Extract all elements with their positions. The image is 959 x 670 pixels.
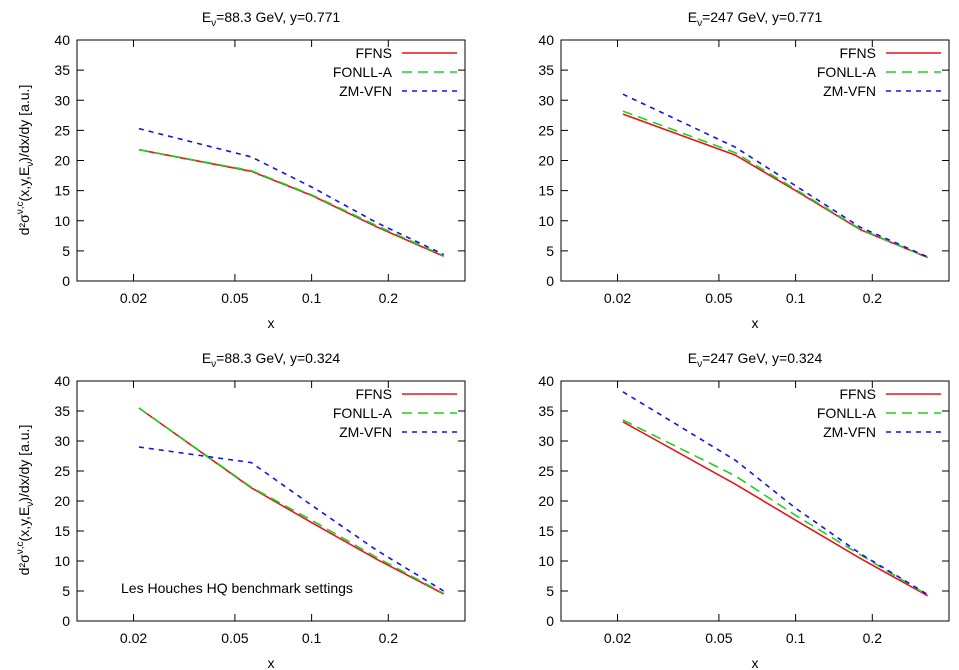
- chart-panel-2: Eν=247 GeV, y=0.771 0 5 10 15 20 25 30 35 40 0.02 0…: [538, 9, 950, 331]
- series-line-ffns: [138, 148, 445, 258]
- y-tick-label: 30: [538, 92, 554, 108]
- chart-panel-3: Eν=88.3 GeV, y=0.324 0 5 10 15 20 25 30 35 40 0.02…: [54, 350, 466, 670]
- x-tick-label: 0.02: [604, 630, 631, 646]
- y-tick-label: 35: [538, 62, 554, 78]
- chart-title: Eν=247 GeV, y=0.324: [688, 350, 823, 370]
- y-tick-label: 15: [538, 523, 554, 539]
- legend-label: FONLL-A: [333, 64, 393, 80]
- legend-label: FFNS: [355, 45, 392, 61]
- y-tick-label: 20: [538, 493, 554, 509]
- x-tick-label: 0.2: [863, 630, 883, 646]
- y-tick-label: 10: [538, 213, 554, 229]
- y-tick-label: 30: [538, 433, 554, 449]
- y-tick-label: 15: [538, 183, 554, 199]
- x-tick-label: 0.02: [120, 630, 147, 646]
- series-line-ffns: [138, 407, 445, 595]
- benchmark-annotation: Les Houches HQ benchmark settings: [121, 580, 353, 596]
- y-tick-label: 40: [54, 32, 70, 48]
- y-tick-label: 0: [62, 613, 70, 629]
- y-tick-label: 5: [546, 243, 554, 259]
- y-tick-label: 25: [538, 122, 554, 138]
- y-axis-label: d²σν,c(x,y,Eν)/dx/dy [a.u.]: [15, 425, 36, 576]
- y-tick-label: 0: [546, 613, 554, 629]
- series-line-fonll-a: [138, 407, 445, 595]
- y-tick-label: 20: [538, 153, 554, 169]
- y-tick-label: 0: [546, 273, 554, 289]
- series-line-fonll-a: [138, 148, 445, 257]
- chart-title: Eν=247 GeV, y=0.771: [688, 9, 823, 29]
- x-tick-label: 0.1: [786, 630, 806, 646]
- y-tick-label: 10: [54, 553, 70, 569]
- y-axis-label: d²σν,c(x,y,Eν)/dx/dy [a.u.]: [15, 85, 36, 236]
- legend-label: FONLL-A: [817, 405, 877, 421]
- y-tick-label: 25: [538, 463, 554, 479]
- y-tick-label: 0: [62, 273, 70, 289]
- y-tick-label: 30: [54, 433, 70, 449]
- x-tick-label: 0.2: [379, 630, 399, 646]
- y-tick-label: 40: [538, 373, 554, 389]
- series-line-zm-vfn: [622, 391, 929, 596]
- x-tick-label: 0.02: [604, 290, 631, 306]
- legend-label: FFNS: [839, 45, 876, 61]
- plot-frame: [560, 380, 950, 622]
- x-tick-label: 0.2: [863, 290, 883, 306]
- plot-frame: [560, 39, 950, 282]
- y-tick-label: 30: [54, 92, 70, 108]
- legend-label: FONLL-A: [333, 405, 393, 421]
- y-tick-label: 20: [54, 153, 70, 169]
- x-tick-label: 0.2: [379, 290, 399, 306]
- plot-frame: [76, 39, 466, 282]
- y-tick-label: 40: [54, 373, 70, 389]
- series-line-ffns: [622, 113, 929, 259]
- y-tick-label: 25: [54, 122, 70, 138]
- series-line-zm-vfn: [138, 127, 445, 256]
- y-tick-label: 10: [54, 213, 70, 229]
- x-axis-label: x: [752, 315, 759, 331]
- x-tick-label: 0.05: [221, 630, 248, 646]
- y-tick-label: 25: [54, 463, 70, 479]
- x-axis-label: x: [752, 655, 759, 670]
- chart-panel-4: Eν=247 GeV, y=0.324 0 5 10 15 20 25 30 35 40 0.02 0…: [538, 350, 950, 670]
- y-tick-label: 35: [538, 403, 554, 419]
- legend-label: ZM-VFN: [339, 83, 392, 99]
- y-tick-label: 35: [54, 403, 70, 419]
- y-tick-label: 5: [62, 583, 70, 599]
- x-tick-label: 0.1: [786, 290, 806, 306]
- y-tick-label: 20: [54, 493, 70, 509]
- x-tick-label: 0.1: [302, 290, 322, 306]
- series-line-fonll-a: [622, 419, 929, 596]
- legend-label: FONLL-A: [817, 64, 877, 80]
- y-tick-label: 35: [54, 62, 70, 78]
- x-tick-label: 0.05: [705, 290, 732, 306]
- x-axis-label: x: [268, 655, 275, 670]
- x-tick-label: 0.02: [120, 290, 147, 306]
- x-tick-label: 0.05: [705, 630, 732, 646]
- y-tick-label: 40: [538, 32, 554, 48]
- x-tick-label: 0.05: [221, 290, 248, 306]
- chart-panel-1: Eν=88.3 GeV, y=0.771 0 5 10 15 20 25 30 35 40 0.02…: [54, 9, 466, 331]
- legend-label: FFNS: [839, 386, 876, 402]
- legend-label: ZM-VFN: [823, 83, 876, 99]
- chart-title: Eν=88.3 GeV, y=0.771: [202, 9, 341, 29]
- series-line-zm-vfn: [138, 446, 445, 592]
- x-tick-label: 0.1: [302, 630, 322, 646]
- legend-label: ZM-VFN: [339, 424, 392, 440]
- series-line-zm-vfn: [622, 93, 929, 258]
- chart-title: Eν=88.3 GeV, y=0.324: [202, 350, 341, 370]
- y-tick-label: 5: [62, 243, 70, 259]
- y-tick-label: 15: [54, 183, 70, 199]
- x-axis-label: x: [268, 315, 275, 331]
- series-line-fonll-a: [622, 110, 929, 259]
- y-tick-label: 15: [54, 523, 70, 539]
- y-tick-label: 10: [538, 553, 554, 569]
- y-tick-label: 5: [546, 583, 554, 599]
- series-line-ffns: [622, 421, 929, 597]
- legend-label: ZM-VFN: [823, 424, 876, 440]
- legend-label: FFNS: [355, 386, 392, 402]
